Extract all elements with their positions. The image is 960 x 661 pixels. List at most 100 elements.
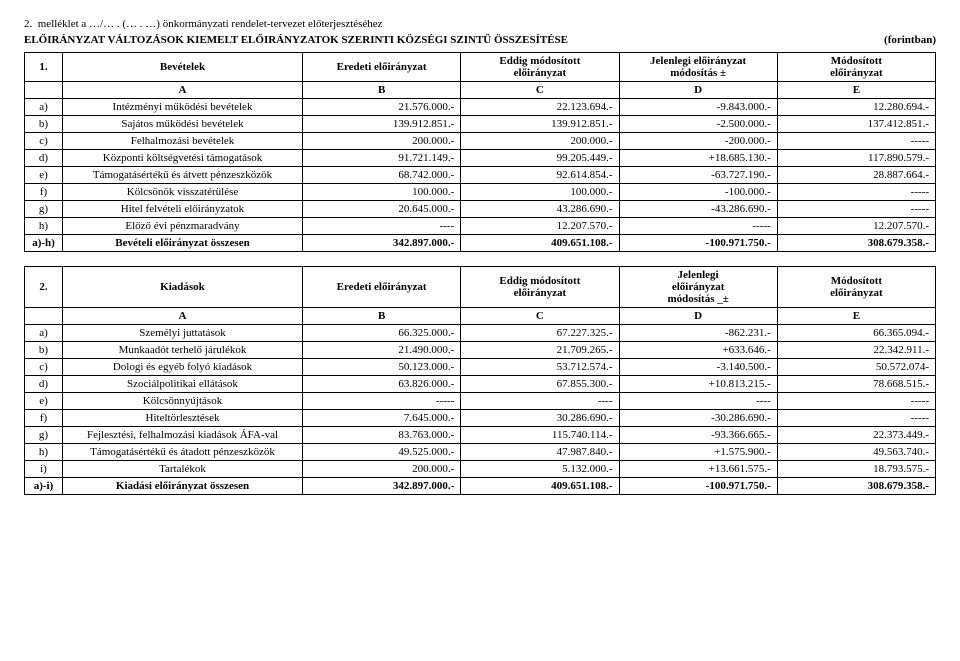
- row-key: c): [25, 133, 63, 150]
- row-c: 47.987.840.-: [461, 444, 619, 461]
- row-e: 22.373.449.-: [777, 427, 935, 444]
- row-name: Tartalékok: [63, 461, 303, 478]
- total-d: -100.971.750.-: [619, 478, 777, 495]
- row-e: 22.342.911.-: [777, 342, 935, 359]
- col-letter: D: [619, 308, 777, 325]
- row-c: 200.000.-: [461, 133, 619, 150]
- row-c: 30.286.690.-: [461, 410, 619, 427]
- row-e: 66.365.094.-: [777, 325, 935, 342]
- row-d: -100.000.-: [619, 184, 777, 201]
- section-title: Kiadások: [63, 267, 303, 308]
- row-key: a): [25, 99, 63, 116]
- main-title: ELŐIRÁNYZAT VÁLTOZÁSOK KIEMELT ELŐIRÁNYZ…: [24, 34, 568, 46]
- table-row: c)Dologi és egyéb folyó kiadások50.123.0…: [25, 359, 936, 376]
- row-d: -2.500.000.-: [619, 116, 777, 133]
- col-header: Jelenlegielőirányzatmódosítás _±: [619, 267, 777, 308]
- total-b: 342.897.000.-: [303, 235, 461, 252]
- table-row: g)Fejlesztési, felhalmozási kiadások ÁFA…: [25, 427, 936, 444]
- row-d: -3.140.500.-: [619, 359, 777, 376]
- row-c: 67.855.300.-: [461, 376, 619, 393]
- row-b: ----: [303, 218, 461, 235]
- col-header: Eredeti előirányzat: [303, 53, 461, 82]
- col-header: Módosítottelőirányzat: [777, 267, 935, 308]
- row-b: 49.525.000.-: [303, 444, 461, 461]
- row-c: 115.740.114.-: [461, 427, 619, 444]
- row-e: 12.280.694.-: [777, 99, 935, 116]
- row-key: h): [25, 218, 63, 235]
- intro-text: melléklet a …/… . (… . …) önkormányzati …: [38, 18, 383, 30]
- row-b: 68.742.000.-: [303, 167, 461, 184]
- table-row: 1.BevételekEredeti előirányzatEddig módo…: [25, 53, 936, 82]
- row-d: +1.575.900.-: [619, 444, 777, 461]
- row-d: +18.685.130.-: [619, 150, 777, 167]
- row-b: 200.000.-: [303, 461, 461, 478]
- col-letter: C: [461, 308, 619, 325]
- row-key: e): [25, 167, 63, 184]
- row-b: 20.645.000.-: [303, 201, 461, 218]
- row-name: Szociálpolitikai ellátások: [63, 376, 303, 393]
- total-e: 308.679.358.-: [777, 478, 935, 495]
- row-b: 83.763.000.-: [303, 427, 461, 444]
- revenue-table: 1.BevételekEredeti előirányzatEddig módo…: [24, 52, 936, 252]
- page-intro: 2. melléklet a …/… . (… . …) önkormányza…: [24, 18, 936, 30]
- total-key: a)-h): [25, 235, 63, 252]
- row-c: 67.227.325.-: [461, 325, 619, 342]
- row-d: +633.646.-: [619, 342, 777, 359]
- row-key: f): [25, 184, 63, 201]
- row-e: -----: [777, 410, 935, 427]
- row-key: a): [25, 325, 63, 342]
- col-header: Eddig módosítottelőirányzat: [461, 53, 619, 82]
- row-b: 66.325.000.-: [303, 325, 461, 342]
- row-c: 53.712.574.-: [461, 359, 619, 376]
- row-key: f): [25, 410, 63, 427]
- total-d: -100.971.750.-: [619, 235, 777, 252]
- row-b: 91.721.149.-: [303, 150, 461, 167]
- total-key: a)-i): [25, 478, 63, 495]
- row-b: 7.645.000.-: [303, 410, 461, 427]
- col-letter: [25, 308, 63, 325]
- row-e: -----: [777, 133, 935, 150]
- row-e: -----: [777, 184, 935, 201]
- total-e: 308.679.358.-: [777, 235, 935, 252]
- row-d: -63.727.190.-: [619, 167, 777, 184]
- total-b: 342.897.000.-: [303, 478, 461, 495]
- section-number: 1.: [25, 53, 63, 82]
- row-d: -43.286.690.-: [619, 201, 777, 218]
- row-b: 63.826.000.-: [303, 376, 461, 393]
- row-e: 12.207.570.-: [777, 218, 935, 235]
- table-row: e)Támogatásértékű és átvett pénzeszközök…: [25, 167, 936, 184]
- table-row: b)Sajátos működési bevételek139.912.851.…: [25, 116, 936, 133]
- row-b: 50.123.000.-: [303, 359, 461, 376]
- row-e: 117.890.579.-: [777, 150, 935, 167]
- row-d: ----: [619, 393, 777, 410]
- row-c: 92.614.854.-: [461, 167, 619, 184]
- row-e: -----: [777, 201, 935, 218]
- row-d: -93.366.665.-: [619, 427, 777, 444]
- table-row: d)Központi költségvetési támogatások91.7…: [25, 150, 936, 167]
- table-row: h)Támogatásértékű és átadott pénzeszközö…: [25, 444, 936, 461]
- table-row: ABCDE: [25, 82, 936, 99]
- row-b: 139.912.851.-: [303, 116, 461, 133]
- table-row: a)Intézményi működési bevételek21.576.00…: [25, 99, 936, 116]
- table-row: g)Hitel felvételi előirányzatok20.645.00…: [25, 201, 936, 218]
- col-letter: A: [63, 308, 303, 325]
- col-letter: D: [619, 82, 777, 99]
- row-key: b): [25, 116, 63, 133]
- row-d: +13.661.575.-: [619, 461, 777, 478]
- row-d: -862.231.-: [619, 325, 777, 342]
- table-row: f)Hiteltörlesztések7.645.000.-30.286.690…: [25, 410, 936, 427]
- row-d: -200.000.-: [619, 133, 777, 150]
- col-letter: C: [461, 82, 619, 99]
- row-b: -----: [303, 393, 461, 410]
- row-key: g): [25, 201, 63, 218]
- row-c: 100.000.-: [461, 184, 619, 201]
- row-e: 50.572.074-: [777, 359, 935, 376]
- table-row: b)Munkaadót terhelő járulékok21.490.000.…: [25, 342, 936, 359]
- row-d: +10.813.215.-: [619, 376, 777, 393]
- row-c: 139.912.851.-: [461, 116, 619, 133]
- row-name: Dologi és egyéb folyó kiadások: [63, 359, 303, 376]
- row-c: 22.123.694.-: [461, 99, 619, 116]
- row-key: i): [25, 461, 63, 478]
- row-key: c): [25, 359, 63, 376]
- row-key: d): [25, 376, 63, 393]
